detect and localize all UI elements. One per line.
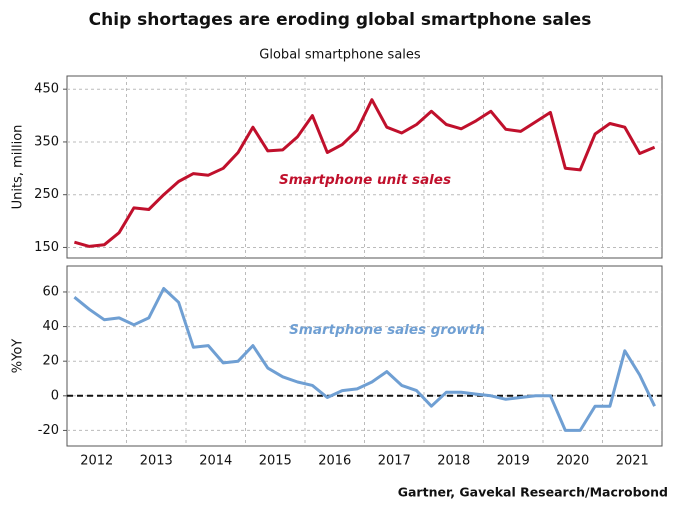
y-tick-label: 60 [42, 284, 59, 299]
y-tick-label: 40 [42, 319, 59, 334]
y-tick-label: 0 [51, 388, 59, 403]
x-tick-label: 2012 [80, 454, 113, 469]
y-tick-label: 250 [34, 187, 59, 202]
line-series [73, 98, 656, 248]
y-tick-label: -20 [38, 423, 59, 438]
x-tick-label: 2018 [437, 454, 470, 469]
chart-subtitle: Global smartphone sales [259, 48, 421, 63]
y-tick-label: 150 [34, 240, 59, 255]
source: Gartner, Gavekal Research/Macrobond [398, 485, 668, 500]
x-tick-label: 2016 [318, 454, 351, 469]
y-axis-label: Units, million [11, 125, 26, 210]
line-series [73, 287, 656, 432]
x-tick-label: 2021 [616, 454, 649, 469]
y-axis-label: %YoY [11, 339, 26, 374]
x-tick-label: 2015 [259, 454, 292, 469]
x-tick-label: 2013 [140, 454, 173, 469]
x-tick-label: 2014 [199, 454, 232, 469]
x-tick-label: 2020 [556, 454, 589, 469]
y-tick-label: 350 [34, 134, 59, 149]
annotation: Smartphone sales growth [289, 322, 485, 338]
y-tick-label: 450 [34, 82, 59, 97]
x-tick-label: 2019 [497, 454, 530, 469]
x-tick-label: 2017 [378, 454, 411, 469]
annotation: Smartphone unit sales [279, 172, 451, 188]
chart-title: Chip shortages are eroding global smartp… [89, 10, 592, 30]
y-tick-label: 20 [42, 354, 59, 369]
